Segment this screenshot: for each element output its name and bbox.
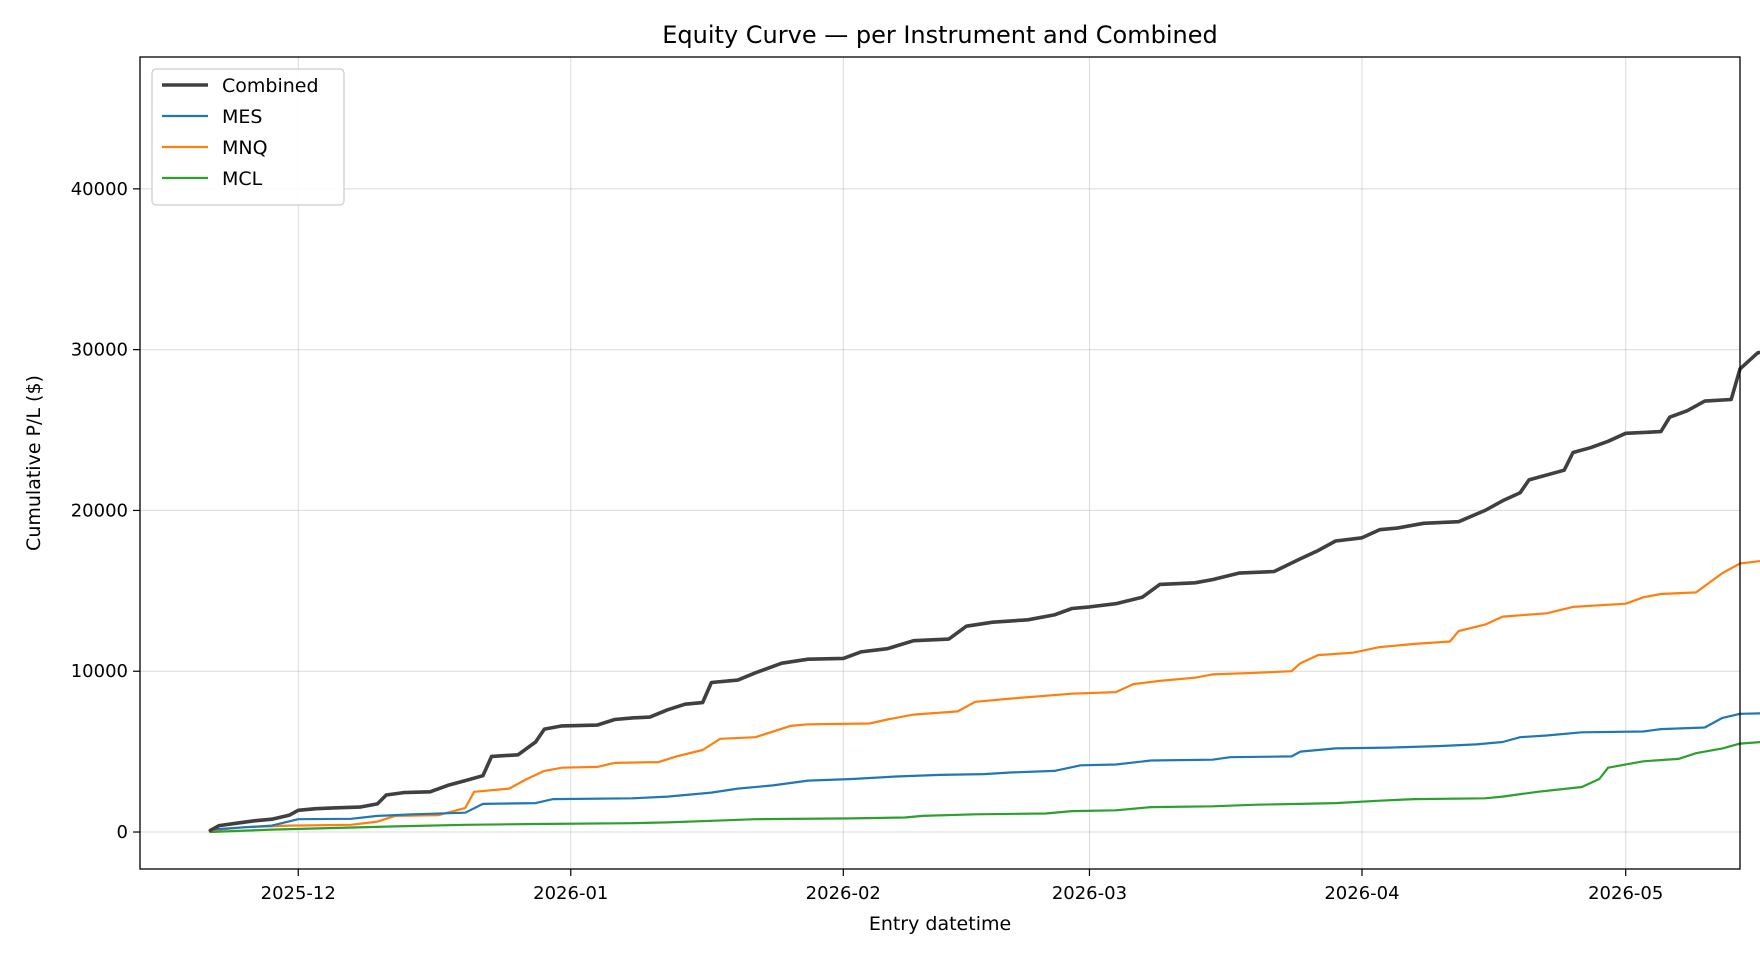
grid-lines [140, 57, 1740, 869]
series-lines [208, 350, 1760, 834]
legend-label-mes: MES [222, 106, 262, 128]
legend: Combined MES MNQ MCL [151, 68, 345, 206]
x-tick-label: 2025-12 [261, 883, 336, 904]
x-tick-label: 2026-02 [806, 883, 881, 904]
x-tick-label: 2026-01 [533, 883, 608, 904]
series-line-mcl [209, 741, 1760, 834]
series-line-mnq [209, 559, 1760, 832]
legend-label-combined: Combined [222, 75, 319, 97]
x-axis-label: Entry datetime [869, 913, 1011, 935]
legend-label-mcl: MCL [222, 168, 263, 190]
y-tick-label: 40000 [71, 179, 128, 200]
plot-area-frame [139, 56, 1741, 870]
x-tick-label: 2026-04 [1324, 883, 1399, 904]
y-tick-label: 0 [117, 822, 128, 843]
y-axis-label: Cumulative P/L ($) [23, 375, 45, 551]
axis-ticks: 2025-12 2026-01 2026-02 2026-03 2026-04 2026-… [71, 179, 1664, 904]
legend-label-mnq: MNQ [222, 137, 268, 159]
y-tick-label: 30000 [71, 340, 128, 361]
series-line-combined [208, 350, 1760, 833]
legend-box [151, 68, 345, 206]
y-tick-label: 10000 [71, 661, 128, 682]
x-tick-label: 2026-05 [1588, 883, 1663, 904]
chart-title: Equity Curve — per Instrument and Combin… [662, 21, 1217, 49]
series-line-mes [209, 712, 1760, 831]
y-tick-label: 20000 [71, 500, 128, 521]
x-tick-label: 2026-03 [1052, 883, 1127, 904]
